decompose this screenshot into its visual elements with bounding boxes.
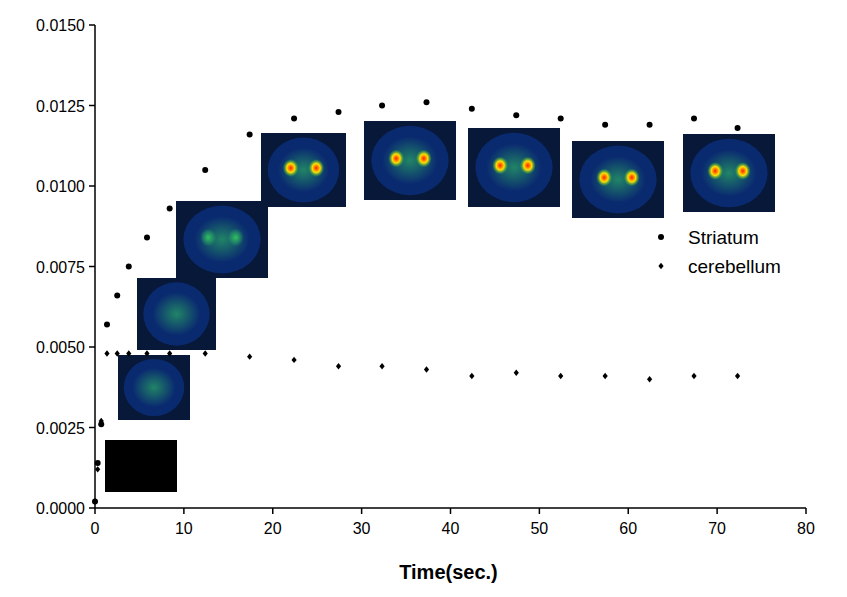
legend-marker (658, 234, 664, 240)
brain-image (137, 278, 216, 350)
point (167, 206, 173, 212)
x-tick-label: 30 (353, 520, 371, 537)
point (735, 125, 741, 131)
point (514, 370, 519, 376)
x-tick (361, 508, 363, 514)
point (144, 235, 150, 241)
legend-marker (658, 263, 663, 269)
legend-label: Striatum (688, 227, 759, 248)
x-tick (183, 508, 185, 514)
point (104, 350, 109, 356)
brain-image (468, 128, 560, 207)
point (469, 106, 475, 112)
chart: 0.0000 0.0025 0.0050 0.0075 0.0100 0.0125 0.01… (0, 0, 847, 597)
x-tick (805, 508, 807, 514)
x-tick (272, 508, 274, 514)
point (424, 99, 430, 105)
brain-image (176, 201, 268, 278)
brain-image (683, 134, 775, 212)
y-tick (89, 427, 95, 429)
point (202, 167, 208, 173)
x-tick-label: 70 (708, 520, 726, 537)
point (379, 103, 385, 109)
y-tick (89, 266, 95, 268)
brain-images (105, 121, 775, 492)
x-tick (94, 508, 96, 514)
point (603, 373, 608, 379)
y-tick-label: 0.0100 (36, 178, 85, 195)
y-tick (89, 185, 95, 187)
point (291, 357, 296, 363)
point (104, 321, 110, 327)
x-tick-label: 80 (797, 520, 815, 537)
brain-image (118, 355, 190, 420)
point (95, 460, 101, 466)
point (336, 109, 342, 115)
x-tick (539, 508, 541, 514)
brain-image (261, 133, 346, 207)
y-tick-label: 0.0025 (36, 420, 85, 437)
point (115, 350, 120, 356)
point (735, 373, 740, 379)
point (647, 376, 652, 382)
point (424, 366, 429, 372)
y-tick-label: 0.0125 (36, 98, 85, 115)
y-tick-label: 0.0150 (36, 17, 85, 34)
point (647, 122, 653, 128)
y-tick (89, 24, 95, 26)
point (92, 499, 98, 505)
point (144, 350, 149, 356)
point (99, 418, 104, 424)
x-tick-label: 40 (442, 520, 460, 537)
y-tick (89, 105, 95, 107)
point (691, 373, 696, 379)
legend-label: cerebellum (688, 256, 781, 277)
point (95, 466, 100, 472)
point (126, 350, 131, 356)
brain-image (572, 141, 664, 218)
x-tick-label: 20 (264, 520, 282, 537)
x-tick-label: 10 (175, 520, 193, 537)
x-axis-label: Time(sec.) (399, 561, 498, 583)
point (126, 264, 132, 270)
brain-image (105, 440, 177, 492)
point (691, 115, 697, 121)
x-tick-label: 60 (619, 520, 637, 537)
series-0 (92, 99, 741, 504)
point (379, 363, 384, 369)
x-tick (450, 508, 452, 514)
point (513, 112, 519, 118)
x-tick (628, 508, 630, 514)
point (291, 115, 297, 121)
point (336, 363, 341, 369)
plot-area (92, 99, 741, 504)
point (92, 498, 97, 504)
point (602, 122, 608, 128)
y-tick-label: 0.0050 (36, 339, 85, 356)
point (114, 292, 120, 298)
y-tick-label: 0.0075 (36, 259, 85, 276)
y-tick (89, 507, 95, 509)
point (167, 350, 172, 356)
point (469, 373, 474, 379)
x-tick (716, 508, 718, 514)
y-tick (89, 346, 95, 348)
point (247, 353, 252, 359)
y-tick-label: 0.0000 (36, 500, 85, 517)
x-tick-label: 0 (91, 520, 100, 537)
point (558, 373, 563, 379)
series-1 (92, 350, 740, 505)
brain-image (364, 121, 456, 200)
point (558, 115, 564, 121)
point (247, 131, 253, 137)
legend: Striatum cerebellum (658, 227, 781, 277)
x-tick-label: 50 (530, 520, 548, 537)
point (203, 350, 208, 356)
